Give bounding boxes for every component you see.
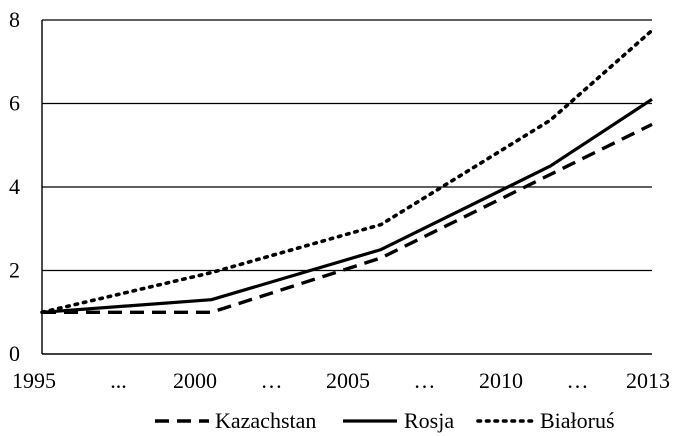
x-tick-label: 2010 [479,368,523,393]
legend-label-białoruś: Białoruś [540,408,615,433]
x-tick-label: ... [110,368,127,393]
x-tick-label: 2005 [326,368,370,393]
series-line-kazachstan [42,122,653,314]
x-tick-labels: 1995... 2000 … 2005 … 2010 … 2013 [12,368,670,393]
x-tick-label: … [261,368,283,393]
y-tick-labels: 0 2 4 6 8 [9,7,20,366]
legend-label-rosja: Rosja [404,408,454,433]
x-tick-label: 2000 [173,368,217,393]
series-lines [40,28,654,315]
x-tick-label: 1995 [12,368,56,393]
y-tick-label: 6 [9,91,20,116]
series-line-białoruś [40,28,654,315]
x-tick-label: 2013 [626,368,670,393]
x-tick-label: … [567,368,589,393]
x-tick-label: … [414,368,436,393]
y-tick-label: 4 [9,174,20,199]
legend-label-kazachstan: Kazachstan [215,408,316,433]
axes [41,20,652,355]
y-tick-label: 0 [9,341,20,366]
legend: Kazachstan Rosja Białoruś [155,408,615,433]
y-tick-label: 2 [9,258,20,283]
y-tick-label: 8 [9,7,20,32]
series-line-rosja [41,97,653,314]
